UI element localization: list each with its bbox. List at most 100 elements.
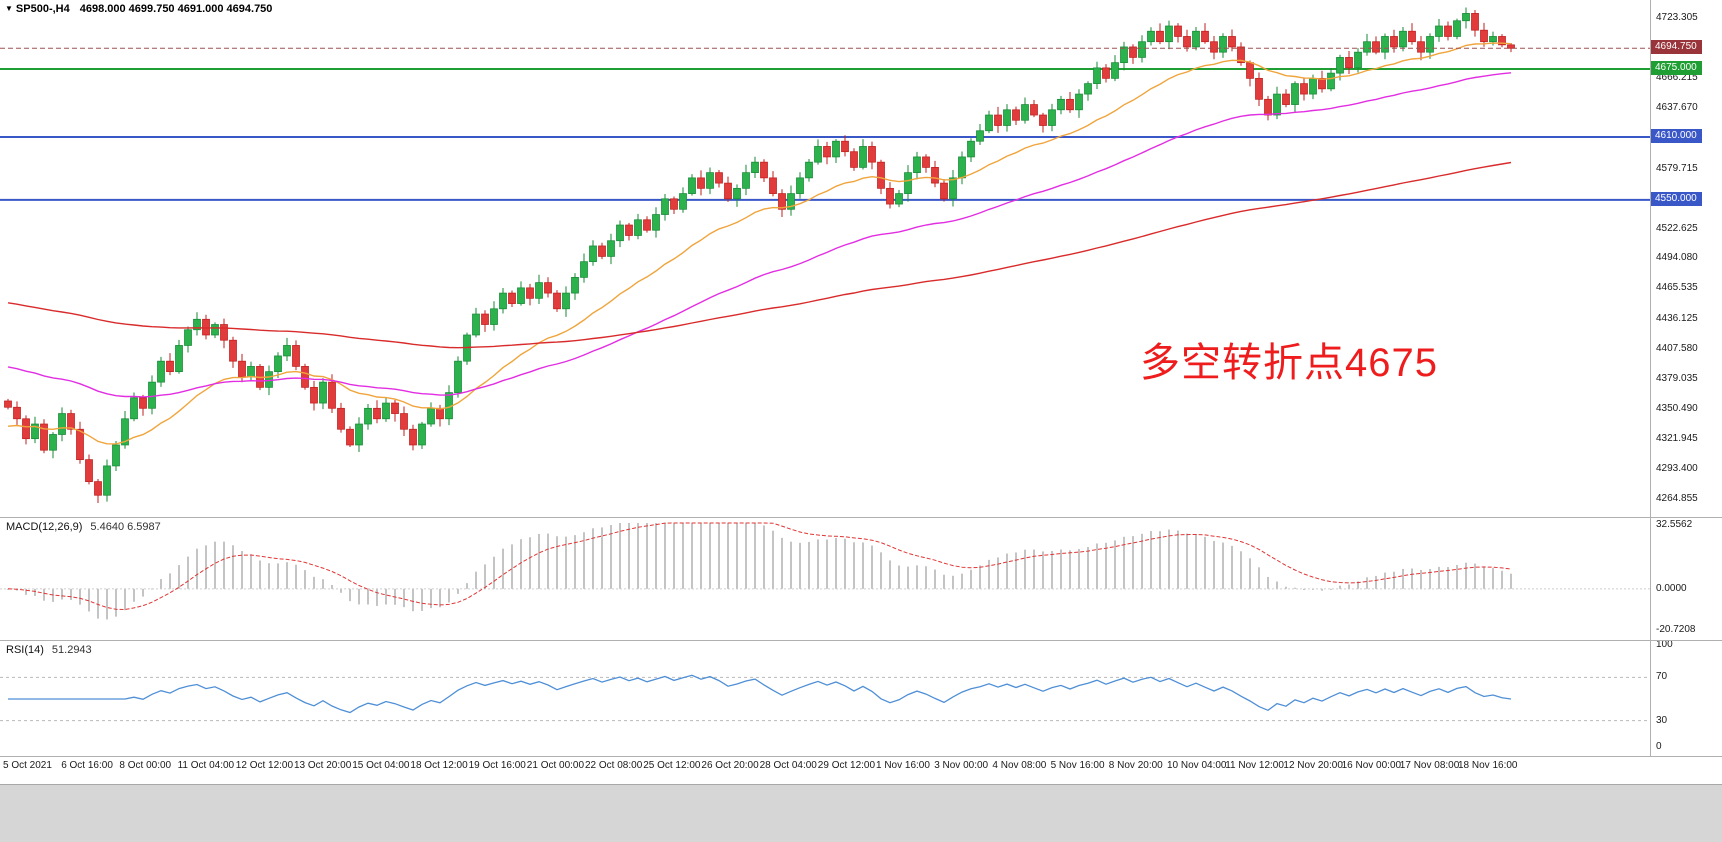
macd-bar <box>97 588 99 619</box>
macd-bar <box>835 537 837 589</box>
macd-bar <box>1150 531 1152 589</box>
macd-bar <box>934 569 936 589</box>
macd-bar <box>637 522 639 589</box>
macd-bar <box>1141 533 1143 589</box>
macd-bar <box>709 522 711 589</box>
time-axis-label: 6 Oct 16:00 <box>61 760 113 771</box>
candle-body <box>805 161 813 179</box>
price-axis-label: 4350.490 <box>1656 402 1698 414</box>
candle-body <box>751 161 759 174</box>
time-axis-label: 21 Oct 00:00 <box>526 760 585 771</box>
time-axis-label: 26 Oct 20:00 <box>701 760 759 771</box>
candle-body <box>1453 20 1461 37</box>
candle-body <box>1480 29 1488 43</box>
candle-body <box>922 156 930 168</box>
time-axis-label: 5 Nov 16:00 <box>1050 760 1105 771</box>
macd-bar <box>988 559 990 589</box>
macd-bar <box>1213 541 1215 589</box>
panel-separator[interactable] <box>0 517 1722 518</box>
macd-bar <box>1312 588 1314 590</box>
price-axis-label: 4264.855 <box>1656 492 1698 504</box>
collapse-arrow-icon[interactable]: ▼ <box>5 4 13 13</box>
macd-bar <box>763 525 765 589</box>
candle-body <box>418 423 426 446</box>
macd-bar <box>340 588 342 593</box>
price-level-badge: 4675.000 <box>1651 60 1702 75</box>
chart-plot[interactable] <box>0 0 1722 757</box>
macd-bar <box>943 574 945 589</box>
macd-bar <box>601 527 603 589</box>
ohlc-values: 4698.000 4699.750 4691.000 4694.750 <box>79 3 273 15</box>
candle-body <box>148 381 156 409</box>
candle-body <box>454 360 462 393</box>
candle-body <box>328 381 336 409</box>
candle-body <box>1363 41 1371 53</box>
candle-body <box>715 172 723 184</box>
macd-bar <box>700 522 702 589</box>
macd-bar <box>259 560 261 589</box>
candle-body <box>112 444 120 467</box>
macd-bar <box>781 537 783 589</box>
candle-body <box>175 345 183 373</box>
macd-bar <box>961 573 963 589</box>
candle-body <box>1228 36 1236 48</box>
macd-bar <box>664 522 666 589</box>
macd-bar <box>1078 549 1080 589</box>
annotation-text[interactable]: 多空转折点4675 <box>1140 341 1438 385</box>
candle-body <box>1300 83 1308 95</box>
candle-body <box>778 193 786 210</box>
macd-axis-label: 32.5562 <box>1656 518 1693 530</box>
candle-body <box>436 407 444 420</box>
macd-bar <box>655 522 657 589</box>
macd-bar <box>1168 529 1170 589</box>
time-axis-label: 1 Nov 16:00 <box>876 760 930 771</box>
candle-body <box>1192 30 1200 48</box>
candle-body <box>1021 104 1029 121</box>
rsi-axis-label: 70 <box>1656 671 1668 683</box>
candle-body <box>517 287 525 304</box>
candle-body <box>1426 36 1434 53</box>
candle-body <box>895 193 903 205</box>
candle-body <box>1039 114 1047 126</box>
candle-body <box>337 407 345 430</box>
candle-body <box>1075 93 1083 111</box>
price-axis-label: 4321.945 <box>1656 432 1698 444</box>
candle-body <box>643 219 651 231</box>
candle-body <box>580 261 588 278</box>
candle-body <box>1102 67 1110 79</box>
macd-bar <box>223 541 225 589</box>
price-level-badge: 4550.000 <box>1651 191 1702 206</box>
macd-bar <box>160 579 162 589</box>
time-axis-label: 13 Oct 20:00 <box>294 760 352 771</box>
macd-bar <box>691 522 693 589</box>
macd-bar <box>565 536 567 589</box>
macd-bar <box>1033 549 1035 589</box>
macd-bar <box>232 545 234 589</box>
macd-bar <box>628 522 630 589</box>
macd-bar <box>1231 545 1233 589</box>
rsi-axis-label: 100 <box>1656 639 1673 650</box>
candle-body <box>1444 25 1452 37</box>
candle-body <box>1291 83 1299 105</box>
candle-body <box>796 177 804 194</box>
macd-bar <box>817 539 819 589</box>
macd-bar <box>547 533 549 589</box>
panel-separator[interactable] <box>0 640 1722 641</box>
candle-body <box>814 146 822 163</box>
macd-bar <box>1474 563 1476 589</box>
time-axis-label: 25 Oct 12:00 <box>643 760 701 771</box>
candle-body <box>1399 30 1407 48</box>
candle-body <box>1408 30 1416 43</box>
candle-body <box>976 130 984 142</box>
macd-bar <box>790 541 792 589</box>
time-axis-label: 5 Oct 2021 <box>3 760 52 771</box>
macd-name: MACD(12,26,9) <box>6 521 83 533</box>
macd-bar <box>187 556 189 589</box>
price-axis-label: 4522.625 <box>1656 222 1698 234</box>
macd-bar <box>115 588 117 617</box>
macd-bar <box>1159 531 1161 589</box>
macd-bar <box>142 588 144 597</box>
horizontal-level-lines[interactable] <box>0 67 1650 201</box>
macd-bar <box>457 588 459 594</box>
